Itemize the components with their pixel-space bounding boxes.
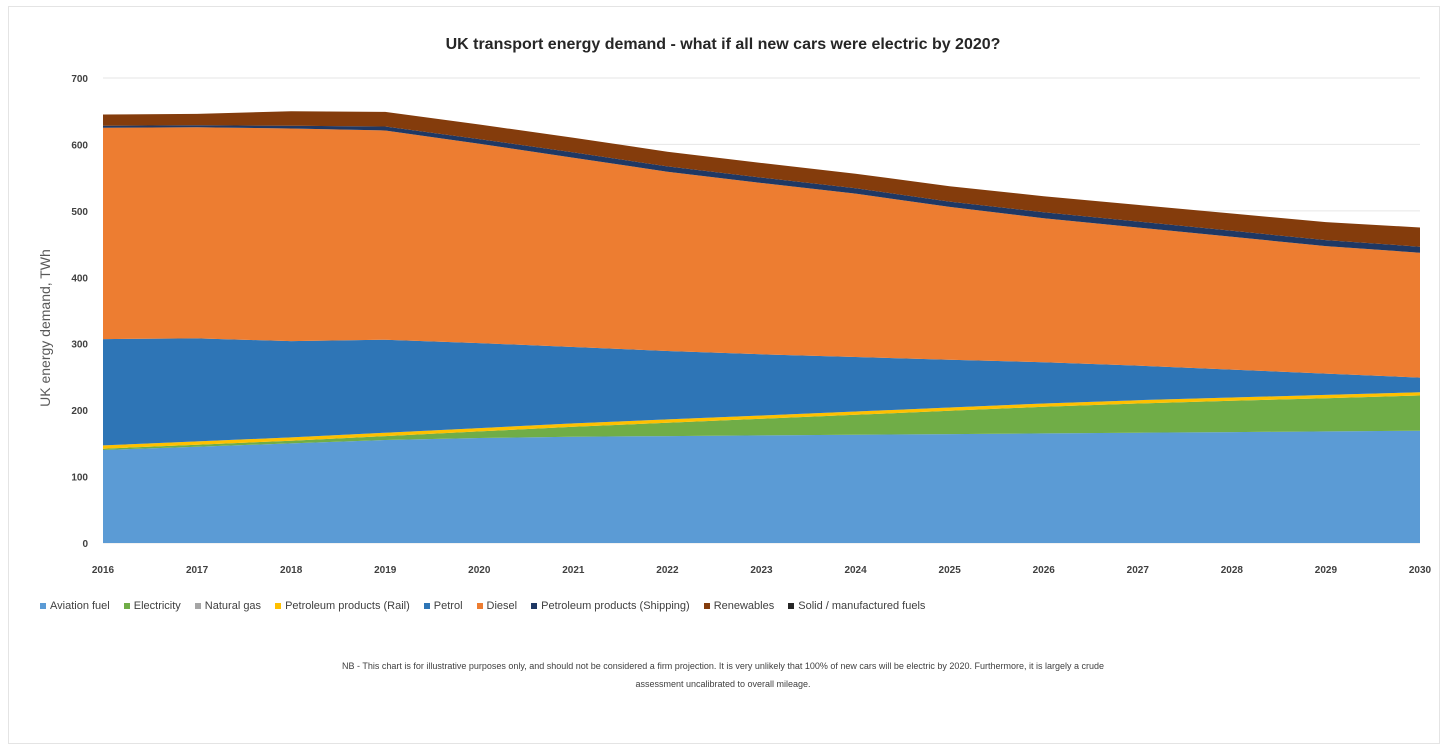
- area-series-group: [103, 111, 1420, 543]
- y-tick-label: 0: [82, 539, 88, 550]
- y-tick-label: 300: [71, 340, 88, 351]
- legend-item: Electricity: [123, 600, 181, 612]
- y-tick-label: 600: [71, 140, 88, 151]
- area-petrol: [103, 338, 1420, 446]
- area-petroleum-products-shipping: [103, 125, 1420, 253]
- x-tick-label: 2028: [1221, 565, 1244, 576]
- area-petroleum-products-rail: [103, 392, 1420, 449]
- legend-swatch: [40, 603, 46, 609]
- x-tick-label: 2023: [750, 565, 773, 576]
- legend-swatch: [123, 603, 130, 609]
- x-tick-label: 2017: [186, 565, 209, 576]
- x-tick-label: 2022: [656, 565, 679, 576]
- legend-label: Solid / manufactured fuels: [798, 600, 926, 612]
- x-tick-label: 2019: [374, 565, 397, 576]
- legend-swatch: [275, 603, 282, 609]
- chart-title: UK transport energy demand - what if all…: [445, 36, 1001, 53]
- x-tick-label: 2018: [280, 565, 303, 576]
- legend-swatch: [788, 603, 795, 609]
- y-tick-label: 200: [71, 406, 88, 417]
- x-tick-label: 2026: [1033, 565, 1056, 576]
- legend-item: Renewables: [703, 600, 775, 612]
- area-aviation-fuel: [103, 430, 1420, 543]
- area-diesel: [103, 127, 1420, 378]
- y-tick-label: 100: [71, 473, 88, 484]
- legend-swatch: [476, 603, 483, 609]
- x-axis-ticks: 2016 2017 2018 2019 2020 2021 2022 2023 2024 2025…: [92, 565, 1432, 576]
- legend-label: Petroleum products (Rail): [285, 600, 410, 612]
- y-tick-label: 400: [71, 273, 88, 284]
- legend-item: Diesel: [476, 600, 518, 612]
- legend-label: Petroleum products (Shipping): [541, 600, 690, 612]
- legend-item: Petroleum products (Shipping): [531, 600, 690, 612]
- legend-item: Aviation fuel: [40, 600, 110, 612]
- x-tick-label: 2027: [1127, 565, 1150, 576]
- x-tick-label: 2020: [468, 565, 491, 576]
- legend-label: Diesel: [486, 600, 518, 612]
- legend: Aviation fuel Electricity Natural gas Petro…: [40, 600, 1420, 612]
- x-tick-label: 2030: [1409, 565, 1432, 576]
- legend-swatch: [423, 603, 430, 609]
- legend-item: Petrol: [423, 600, 463, 612]
- legend-label: Petrol: [433, 600, 463, 612]
- legend-item: Petroleum products (Rail): [275, 600, 410, 612]
- legend-swatch: [703, 603, 710, 609]
- legend-label: Renewables: [713, 600, 775, 612]
- x-tick-label: 2024: [844, 565, 867, 576]
- area-electricity: [103, 395, 1420, 450]
- legend-item: Natural gas: [194, 600, 262, 612]
- x-tick-label: 2029: [1315, 565, 1338, 576]
- chart-frame: [8, 6, 1440, 744]
- y-tick-label: 700: [71, 74, 88, 85]
- legend-swatch: [194, 603, 201, 609]
- chart-footnote: NB - This chart is for illustrative purp…: [341, 661, 1104, 689]
- legend-label: Aviation fuel: [50, 600, 110, 612]
- legend-label: Electricity: [133, 600, 181, 612]
- legend-swatch: [531, 603, 538, 609]
- x-tick-label: 2021: [562, 565, 585, 576]
- y-axis-ticks: 0 100 200 300 400 500 600 700: [71, 74, 88, 550]
- x-tick-label: 2016: [92, 565, 115, 576]
- area-renewables: [103, 111, 1420, 247]
- legend-label: Natural gas: [204, 600, 262, 612]
- y-tick-label: 500: [71, 207, 88, 218]
- legend-item: Solid / manufactured fuels: [788, 600, 925, 612]
- x-tick-label: 2025: [939, 565, 962, 576]
